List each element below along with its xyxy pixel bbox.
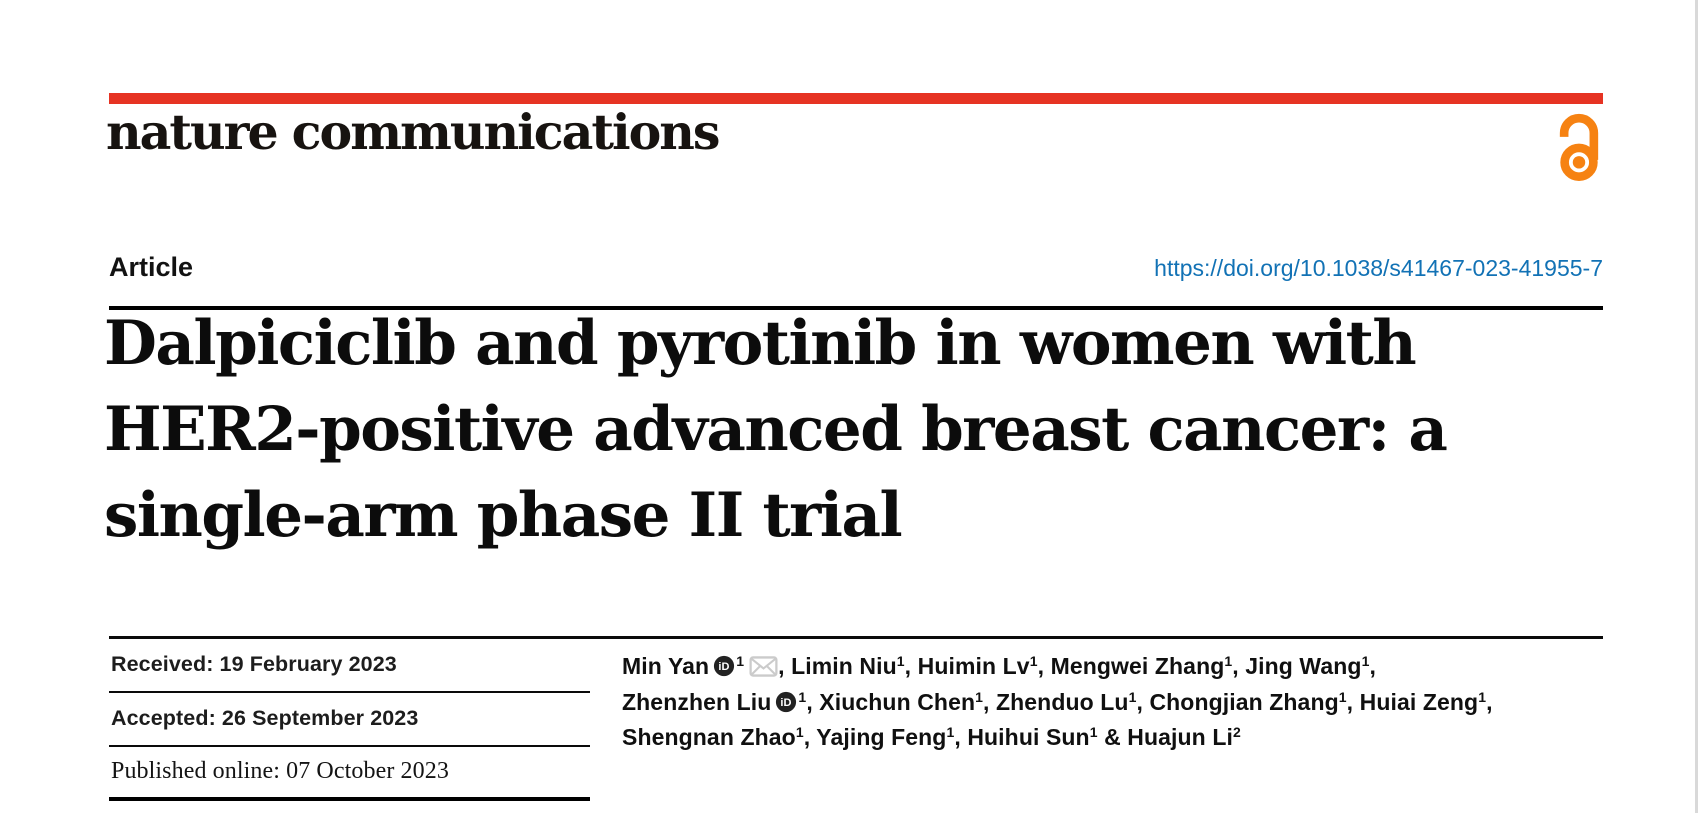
author-line-3: Shengnan Zhao1, Yajing Feng1, Huihui Sun… xyxy=(622,720,1552,756)
article-header-row: Article https://doi.org/10.1038/s41467-0… xyxy=(109,252,1603,283)
author: Huimin Lv1, xyxy=(917,653,1051,679)
orcid-icon[interactable]: iD xyxy=(713,655,735,677)
received-date: Received: 19 February 2023 xyxy=(109,639,590,693)
published-date: Published online: 07 October 2023 xyxy=(109,747,590,801)
article-history: Received: 19 February 2023 Accepted: 26 … xyxy=(109,639,590,801)
title-line-3: single-arm phase II trial xyxy=(104,480,903,551)
author: Mengwei Zhang1, xyxy=(1050,653,1246,679)
journal-wordmark: nature communications xyxy=(106,103,720,161)
author-line-2: Zhenzhen Liu iD 1, Xiuchun Chen1, Zhenduo … xyxy=(622,685,1552,721)
author: Zhenduo Lu1, xyxy=(995,688,1150,715)
orcid-icon[interactable]: iD xyxy=(775,691,797,713)
brand-accent-bar xyxy=(109,93,1603,104)
metadata-top-rule xyxy=(109,636,1603,639)
author: Shengnan Zhao1, xyxy=(622,724,817,750)
article-type-label: Article xyxy=(109,252,194,282)
author: Zhenzhen Liu iD 1, xyxy=(622,688,820,715)
svg-text:iD: iD xyxy=(719,661,730,673)
author: Jing Wang1, xyxy=(1245,653,1376,679)
author: Huihui Sun1 & xyxy=(967,724,1128,750)
doi-link[interactable]: https://doi.org/10.1038/s41467-023-41955… xyxy=(1154,255,1603,281)
author: Limin Niu1, xyxy=(791,653,918,679)
svg-text:iD: iD xyxy=(781,697,792,709)
email-icon[interactable] xyxy=(749,656,778,677)
title-line-1: Dalpiciclib and pyrotinib in women with xyxy=(104,308,1417,379)
author: Yajing Feng1, xyxy=(816,724,968,750)
open-access-icon xyxy=(1559,113,1599,181)
accepted-date: Accepted: 26 September 2023 xyxy=(109,693,590,747)
page-right-edge xyxy=(1695,0,1698,813)
author: Chongjian Zhang1, xyxy=(1149,688,1360,715)
author: Xiuchun Chen1, xyxy=(819,688,996,715)
author-line-1: Min Yan iD 1, Limin Niu1, Huimin Lv1, Meng… xyxy=(622,649,1552,685)
author: Huiai Zeng1, xyxy=(1359,688,1493,715)
author-list: Min Yan iD 1, Limin Niu1, Huimin Lv1, Meng… xyxy=(622,649,1552,756)
author: Huajun Li2 xyxy=(1127,724,1241,750)
paper-title: Dalpiciclib and pyrotinib in women with … xyxy=(104,301,1564,559)
title-line-2: HER2-positive advanced breast cancer: a xyxy=(104,394,1448,465)
author: Min Yan iD 1, xyxy=(622,653,792,679)
title-divider-rule xyxy=(109,306,1603,310)
